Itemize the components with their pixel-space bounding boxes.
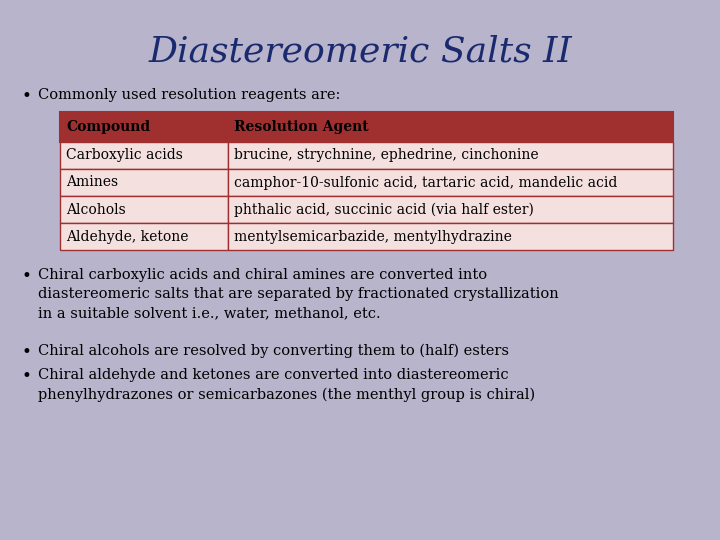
Bar [60, 223, 228, 250]
Text: Chiral carboxylic acids and chiral amines are converted into
diastereomeric salt: Chiral carboxylic acids and chiral amine… [38, 268, 559, 320]
Bar [60, 169, 228, 196]
Text: brucine, strychnine, ephedrine, cinchonine: brucine, strychnine, ephedrine, cinchoni… [234, 148, 539, 163]
Text: •: • [22, 368, 32, 385]
Text: Amines: Amines [66, 176, 118, 190]
Text: Alcohols: Alcohols [66, 202, 126, 217]
Bar [228, 169, 673, 196]
Text: Compound: Compound [66, 120, 150, 134]
Text: Chiral alcohols are resolved by converting them to (half) esters: Chiral alcohols are resolved by converti… [38, 344, 509, 359]
Text: Carboxylic acids: Carboxylic acids [66, 148, 183, 163]
Text: •: • [22, 268, 32, 285]
Bar [60, 196, 228, 223]
Bar [60, 142, 228, 169]
Text: phthalic acid, succinic acid (via half ester): phthalic acid, succinic acid (via half e… [234, 202, 534, 217]
Text: Commonly used resolution reagents are:: Commonly used resolution reagents are: [38, 88, 341, 102]
Text: •: • [22, 344, 32, 361]
Bar [228, 223, 673, 250]
Text: Diastereomeric Salts II: Diastereomeric Salts II [148, 35, 572, 69]
Text: Resolution Agent: Resolution Agent [234, 120, 369, 134]
Text: Aldehyde, ketone: Aldehyde, ketone [66, 230, 189, 244]
Text: mentylsemicarbazide, mentylhydrazine: mentylsemicarbazide, mentylhydrazine [234, 230, 512, 244]
Text: Chiral aldehyde and ketones are converted into diastereomeric
phenylhydrazones o: Chiral aldehyde and ketones are converte… [38, 368, 535, 402]
Text: •: • [22, 88, 32, 105]
Bar [228, 142, 673, 169]
Text: camphor-10-sulfonic acid, tartaric acid, mandelic acid: camphor-10-sulfonic acid, tartaric acid,… [234, 176, 617, 190]
Bar [228, 196, 673, 223]
Bar [60, 112, 673, 142]
